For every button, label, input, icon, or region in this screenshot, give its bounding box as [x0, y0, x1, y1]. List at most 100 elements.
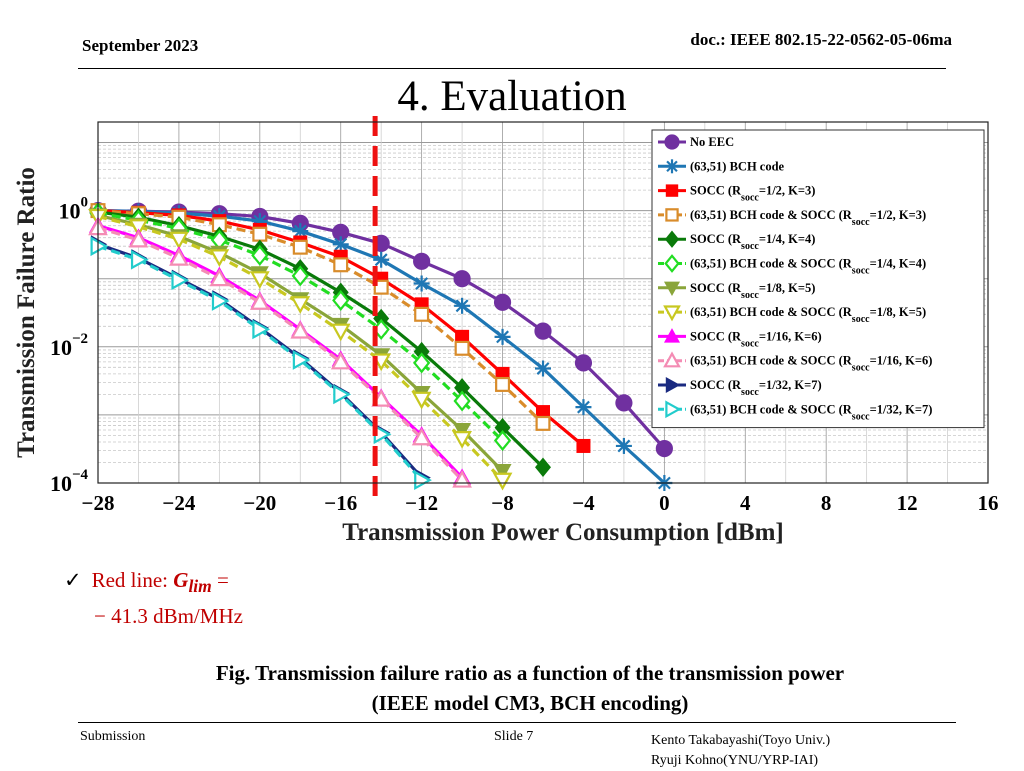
x-axis-label: Transmission Power Consumption [dBm] [342, 519, 784, 546]
header-doc-id: doc.: IEEE 802.15-22-0562-05-06ma [690, 30, 952, 49]
data-point [252, 226, 268, 242]
series-8 [88, 208, 513, 491]
data-point [332, 289, 350, 311]
y-tick-label: 100 [59, 195, 89, 224]
x-tick-label: 0 [659, 491, 670, 515]
data-point [290, 320, 311, 339]
data-point [290, 296, 311, 314]
legend-entry-11: SOCC (Rsocc=1/32, K=7) [658, 376, 822, 398]
legend-label: (63,51) BCH code & SOCC (Rsocc=1/16, K=6… [690, 354, 932, 374]
legend-entry-1: No EEC [658, 134, 734, 150]
data-point [169, 247, 189, 266]
data-point [655, 439, 673, 458]
data-point [664, 134, 680, 150]
header-date: September 2023 [82, 36, 199, 55]
data-point [493, 464, 512, 481]
data-point [252, 319, 271, 340]
chart-axes: −28 −24 −20 −16 −12 −8 −4 0 4 8 12 16 100 10−2 10−4 Tra… [13, 121, 999, 546]
legend-entry-10: (63,51) BCH code & SOCC (Rsocc=1/16, K=6… [658, 351, 932, 374]
data-point [414, 470, 432, 491]
series-line [97, 214, 504, 482]
legend-label: SOCC (Rsocc=1/16, K=6) [690, 329, 822, 349]
x-tick-label: −12 [405, 491, 438, 515]
legend-label: SOCC (Rsocc=1/8, K=5) [690, 281, 815, 301]
legend-entry-9: SOCC (Rsocc=1/16, K=6) [658, 328, 822, 349]
data-point [494, 328, 511, 345]
y-tick-label: 10−4 [50, 467, 89, 496]
data-point [251, 244, 269, 266]
data-point [454, 297, 471, 314]
note-subscript: lim [188, 576, 212, 597]
x-tick-label: −28 [82, 491, 115, 515]
legend-box [651, 129, 985, 429]
data-point [453, 390, 471, 412]
data-point [292, 239, 308, 255]
caption-line-2: (IEEE model CM3, BCH encoding) [371, 691, 689, 715]
legend-entry-2: (63,51) BCH code [658, 159, 785, 173]
data-point [333, 257, 349, 273]
data-point [574, 354, 593, 372]
legend-entry-4: (63,51) BCH code & SOCC (Rsocc=1/2, K=3) [658, 208, 926, 228]
data-point [291, 265, 309, 287]
data-point [535, 457, 551, 478]
legend-label: (63,51) BCH code & SOCC (Rsocc=1/32, K=7… [690, 402, 932, 422]
data-point [493, 430, 512, 452]
x-tick-label: 16 [978, 491, 999, 515]
data-point [493, 293, 512, 311]
data-point [665, 376, 681, 394]
check-icon: ✓ [64, 568, 82, 592]
data-point [665, 159, 679, 174]
x-tick-label: 8 [821, 491, 832, 515]
data-point [453, 423, 472, 440]
data-point [576, 438, 591, 453]
data-point [413, 275, 430, 292]
series-12 [90, 236, 432, 491]
x-tick-label: −8 [491, 491, 513, 515]
data-point [128, 229, 149, 248]
data-point [535, 360, 551, 377]
x-tick-label: 4 [740, 491, 751, 515]
plot-border [97, 121, 989, 484]
data-point [330, 351, 351, 370]
data-point [211, 291, 230, 311]
data-point [615, 437, 632, 454]
data-point [665, 400, 682, 419]
data-point [663, 328, 681, 343]
slide-title: 4. Evaluation [397, 73, 627, 120]
data-point [130, 249, 149, 270]
legend-entry-12: (63,51) BCH code & SOCC (Rsocc=1/32, K=7… [658, 400, 932, 422]
legend-label: (63,51) BCH code & SOCC (Rsocc=1/8, K=5) [690, 305, 926, 325]
data-point [665, 208, 679, 222]
footer-author-2: Ryuji Kohno(YNU/YRP-IAI) [651, 753, 819, 768]
data-point [663, 281, 681, 297]
header-divider [78, 68, 946, 69]
legend-entry-6: (63,51) BCH code & SOCC (Rsocc=1/4, K=4) [658, 254, 926, 277]
legend-label: (63,51) BCH code & SOCC (Rsocc=1/2, K=3) [690, 208, 926, 228]
footer-slide-number: Slide 7 [494, 729, 534, 744]
y-axis-label: Transmission Failure Ratio [13, 167, 40, 458]
note-equals: = [211, 568, 229, 592]
data-point [373, 279, 389, 295]
footer-author-1: Kento Takabayashi(Toyo Univ.) [651, 733, 831, 748]
legend-label: SOCC (Rsocc=1/32, K=7) [690, 378, 822, 398]
data-point [413, 252, 431, 270]
chart-series [88, 202, 673, 491]
footer-authors: Kento Takabayashi(Toyo Univ.) Ryuji Kohn… [651, 731, 830, 771]
data-point [90, 236, 109, 257]
data-point [665, 184, 679, 197]
data-point [575, 399, 592, 416]
legend-label: SOCC (Rsocc=1/4, K=4) [690, 232, 815, 252]
footer-submission: Submission [80, 729, 146, 744]
data-point [209, 249, 230, 268]
data-point [411, 391, 432, 410]
data-point [453, 270, 471, 288]
data-point [332, 236, 349, 253]
data-point [535, 415, 551, 431]
data-point [495, 376, 511, 392]
note-prefix: Red line: [91, 568, 174, 592]
note-symbol: G [173, 568, 189, 592]
failure-ratio-chart: −28 −24 −20 −16 −12 −8 −4 0 4 8 12 16 100 10−2 10−4 Tra… [13, 116, 999, 546]
data-point [663, 305, 681, 322]
data-point [169, 231, 189, 250]
data-point [663, 351, 681, 368]
